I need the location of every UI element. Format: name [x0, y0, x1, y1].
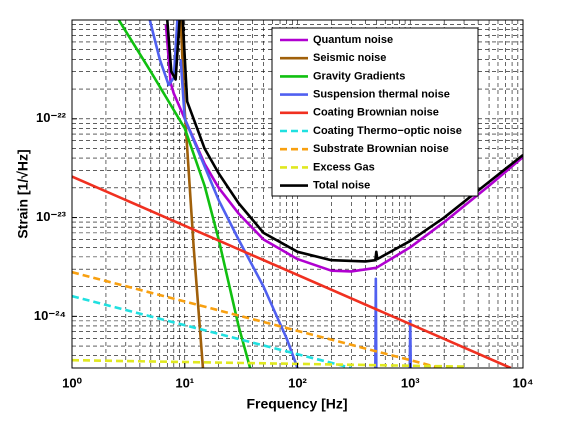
legend-label: Gravity Gradients: [313, 70, 405, 82]
ticks: 10⁰ 10¹ 10² 10³ 10⁴ 10⁻²⁴ 10⁻²³ 10⁻²²: [34, 110, 534, 390]
legend-label: Coating Brownian noise: [313, 107, 439, 119]
y-axis-label: Strain [1/√Hz]: [15, 149, 31, 238]
legend-label: Seismic noise: [313, 52, 386, 64]
legend-label: Suspension thermal noise: [313, 89, 450, 101]
noise-curve: [72, 294, 352, 368]
curves: [72, 20, 523, 368]
y-tick-label: 10⁻²⁴: [34, 308, 66, 323]
x-tick-label: 10⁴: [513, 375, 534, 390]
y-tick-label: 10⁻²²: [36, 110, 67, 125]
noise-curve: [72, 270, 441, 368]
legend-label: Excess Gas: [313, 161, 375, 173]
x-axis-label: Frequency [Hz]: [246, 396, 347, 412]
y-tick-label: 10⁻²³: [36, 209, 67, 224]
noise-curve: [165, 20, 523, 263]
noise-curve: [164, 24, 523, 273]
legend-label: Substrate Brownian noise: [313, 143, 449, 155]
noise-curve: [148, 20, 413, 368]
x-tick-label: 10³: [401, 375, 420, 390]
x-tick-label: 10⁰: [62, 375, 82, 390]
x-tick-label: 10²: [288, 375, 307, 390]
legend-label: Total noise: [313, 180, 370, 192]
noise-curve: [72, 175, 512, 368]
noise-curve: [117, 20, 252, 368]
noise-curve: [179, 20, 205, 368]
legend: Quantum noise Seismic noise Gravity Gradie…: [271, 27, 479, 197]
legend-label: Coating Thermo−optic noise: [313, 125, 462, 137]
legend-label: Quantum noise: [313, 34, 393, 46]
x-tick-label: 10¹: [175, 375, 194, 390]
